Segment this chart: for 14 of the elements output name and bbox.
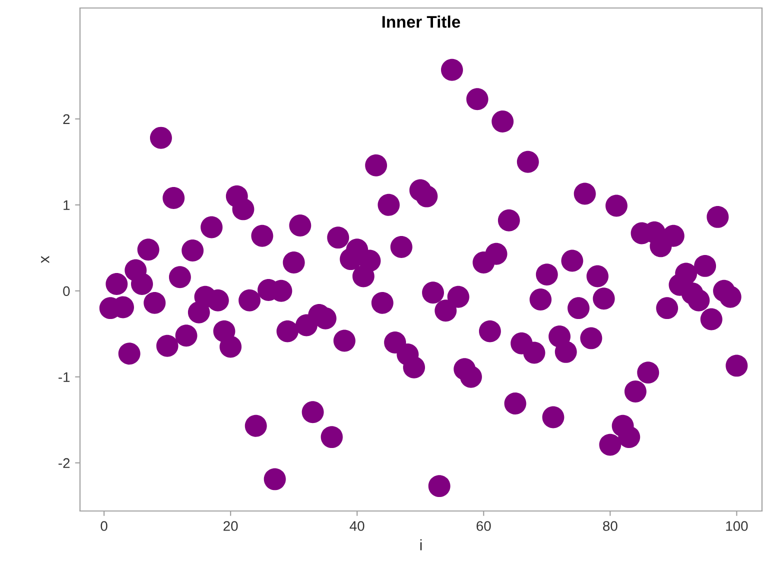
x-axis-title: i: [420, 539, 422, 550]
y-tick-label: 2: [63, 114, 70, 124]
x-tick-label: 80: [603, 521, 618, 531]
y-tick-label: -2: [58, 458, 70, 468]
x-tick-label: 100: [726, 521, 748, 531]
y-tick-label: -1: [58, 372, 70, 382]
x-tick-label: 60: [476, 521, 491, 531]
x-tick-label: 0: [100, 521, 108, 531]
chart-title: Inner Title: [382, 16, 460, 28]
x-tick-label: 40: [350, 521, 364, 531]
x-tick-label: 20: [224, 521, 238, 531]
y-tick-label: 0: [63, 286, 70, 296]
y-tick-label: 1: [64, 200, 70, 210]
y-axis-title: x: [41, 256, 50, 264]
